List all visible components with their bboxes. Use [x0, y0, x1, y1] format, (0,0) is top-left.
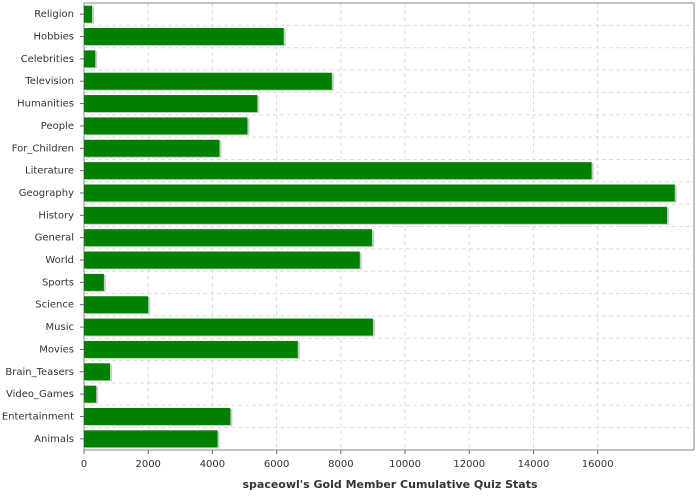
y-tick-label: Literature: [25, 166, 74, 177]
y-tick-label: Animals: [34, 434, 74, 445]
bar: [84, 251, 360, 269]
bar: [84, 363, 111, 381]
y-tick-label: Religion: [34, 9, 74, 20]
x-tick-label: 16000: [582, 459, 614, 470]
x-tick-label: 6000: [264, 459, 289, 470]
x-tick-label: 14000: [518, 459, 550, 470]
bar: [84, 430, 218, 448]
x-tick-label: 0: [81, 459, 87, 470]
bar: [84, 50, 96, 68]
y-tick-label: Science: [35, 300, 74, 311]
bar: [84, 139, 220, 157]
x-tick-label: 10000: [389, 459, 421, 470]
bar: [84, 229, 372, 247]
chart-title: spaceowl's Gold Member Cumulative Quiz S…: [242, 478, 538, 491]
y-tick-label: Television: [24, 76, 74, 87]
y-tick-label: Sports: [42, 277, 74, 288]
x-tick-label: 12000: [453, 459, 485, 470]
bar: [84, 340, 298, 358]
bar: [84, 5, 93, 23]
y-tick-label: World: [45, 255, 74, 266]
bar: [84, 385, 97, 403]
y-tick-label: Video_Games: [6, 389, 74, 400]
bar: [84, 95, 258, 113]
y-tick-label: Entertainment: [2, 411, 74, 422]
bar: [84, 296, 149, 314]
y-tick-label: General: [35, 233, 74, 244]
bar: [84, 407, 231, 425]
y-tick-label: Humanities: [17, 99, 74, 110]
x-tick-label: 4000: [200, 459, 225, 470]
bar: [84, 206, 668, 224]
y-tick-label: History: [38, 210, 74, 221]
y-tick-label: Music: [46, 322, 74, 333]
bar: [84, 28, 284, 46]
y-tick-label: Geography: [19, 188, 74, 199]
bar: [84, 273, 104, 291]
x-tick-label: 8000: [328, 459, 353, 470]
bar: [84, 117, 248, 135]
bar: [84, 184, 675, 202]
y-tick-label: Brain_Teasers: [5, 367, 74, 378]
y-tick-label: Hobbies: [34, 32, 74, 43]
y-tick-label: For_Children: [12, 143, 74, 154]
plot-frame: [83, 2, 695, 451]
bar: [84, 72, 332, 90]
bar: [84, 162, 592, 180]
bar: [84, 318, 373, 336]
x-tick-label: 2000: [135, 459, 160, 470]
y-tick-label: Celebrities: [21, 54, 74, 65]
y-tick-label: People: [41, 121, 74, 132]
y-tick-label: Movies: [39, 344, 74, 355]
